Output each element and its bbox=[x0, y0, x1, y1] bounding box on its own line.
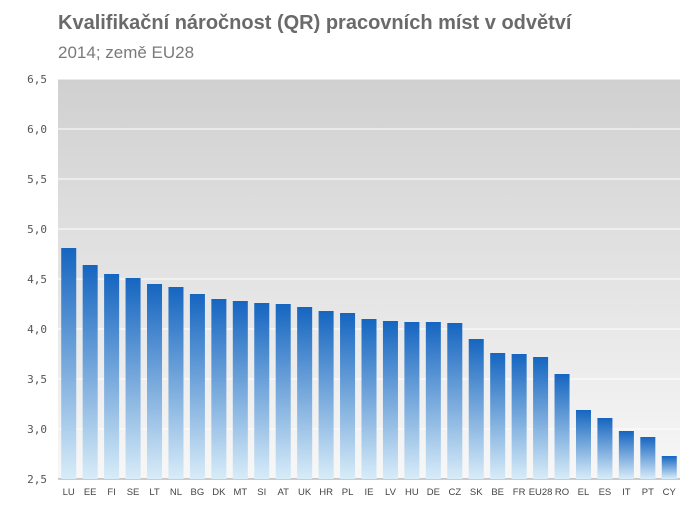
bar-uk bbox=[297, 307, 313, 479]
x-tick-label: DE bbox=[427, 487, 440, 498]
x-tick-label: UK bbox=[298, 487, 312, 498]
bar-it bbox=[618, 431, 634, 479]
x-tick-label: AT bbox=[277, 487, 289, 498]
bar-fr bbox=[511, 354, 527, 479]
x-tick-label: SE bbox=[127, 487, 140, 498]
y-tick-label: 6,0 bbox=[27, 123, 47, 136]
bar-fi bbox=[104, 274, 120, 479]
chart-title: Kvalifikační náročnost (QR) pracovních m… bbox=[58, 12, 572, 34]
y-tick-label: 6,5 bbox=[27, 73, 47, 86]
bar-be bbox=[490, 353, 506, 479]
x-tick-label: EU28 bbox=[529, 487, 553, 498]
bar-lv bbox=[382, 321, 398, 479]
y-tick-label: 5,5 bbox=[27, 173, 47, 186]
bar-el bbox=[575, 410, 591, 479]
x-tick-label: DK bbox=[212, 487, 226, 498]
x-tick-label: BG bbox=[191, 487, 205, 498]
x-tick-label: SK bbox=[470, 487, 483, 498]
bar-bg bbox=[189, 294, 205, 479]
x-axis-labels: LU EE FI SE LT NL BG DK MT SI AT UK HR PL IE LV HU DE CZ SK… bbox=[63, 487, 677, 498]
x-tick-label: BE bbox=[491, 487, 504, 498]
bar-nl bbox=[168, 287, 184, 479]
x-tick-label: LV bbox=[385, 487, 397, 498]
y-tick-label: 4,5 bbox=[27, 273, 47, 286]
x-tick-label: NL bbox=[170, 487, 182, 498]
x-tick-label: PL bbox=[342, 487, 354, 498]
bar-cy bbox=[661, 456, 677, 479]
bar-cz bbox=[447, 323, 463, 479]
bar-hr bbox=[318, 311, 334, 479]
y-axis-ticks: 2,5 3,0 3,5 4,0 4,5 5,0 5,5 6,0 6,5 bbox=[27, 73, 47, 486]
x-tick-label: LT bbox=[149, 487, 160, 498]
bars bbox=[61, 248, 677, 479]
bar-si bbox=[254, 303, 270, 479]
x-tick-label: SI bbox=[257, 487, 266, 498]
bar-ro bbox=[554, 374, 570, 479]
y-tick-label: 5,0 bbox=[27, 223, 47, 236]
bar-ie bbox=[361, 319, 377, 479]
y-tick-label: 3,5 bbox=[27, 373, 47, 386]
x-tick-label: ES bbox=[599, 487, 612, 498]
x-tick-label: PT bbox=[642, 487, 654, 498]
chart-subtitle: 2014; země EU28 bbox=[58, 43, 195, 62]
x-tick-label: HU bbox=[405, 487, 419, 498]
x-tick-label: IT bbox=[622, 487, 631, 498]
bar-mt bbox=[232, 301, 248, 479]
bar-at bbox=[275, 304, 291, 479]
x-tick-label: MT bbox=[233, 487, 247, 498]
bar-pt bbox=[640, 437, 656, 479]
x-tick-label: CZ bbox=[448, 487, 461, 498]
bar-eu28 bbox=[533, 357, 549, 479]
x-tick-label: IE bbox=[365, 487, 374, 498]
x-tick-label: HR bbox=[319, 487, 333, 498]
bar-de bbox=[425, 322, 441, 479]
x-tick-label: EL bbox=[578, 487, 590, 498]
x-tick-label: RO bbox=[555, 487, 569, 498]
bar-se bbox=[125, 278, 141, 479]
bar-dk bbox=[211, 299, 227, 479]
x-tick-label: CY bbox=[663, 487, 677, 498]
bar-hu bbox=[404, 322, 420, 479]
bar-lu bbox=[61, 248, 77, 479]
bar-es bbox=[597, 418, 613, 479]
x-tick-label: FI bbox=[107, 487, 115, 498]
x-tick-label: LU bbox=[63, 487, 75, 498]
bar-sk bbox=[468, 339, 484, 479]
bar-lt bbox=[147, 284, 163, 479]
bar-ee bbox=[82, 265, 98, 479]
bar-pl bbox=[340, 313, 356, 479]
x-tick-label: EE bbox=[84, 487, 97, 498]
x-tick-label: FR bbox=[513, 487, 526, 498]
y-tick-label: 2,5 bbox=[27, 473, 47, 486]
y-tick-label: 4,0 bbox=[27, 323, 47, 336]
y-tick-label: 3,0 bbox=[27, 423, 47, 436]
